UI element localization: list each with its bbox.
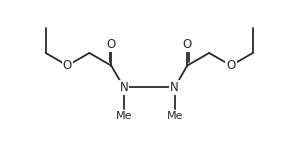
Text: O: O [106,38,116,51]
Text: O: O [226,59,236,72]
Text: Me: Me [167,111,183,121]
Text: O: O [183,38,192,51]
Text: N: N [119,81,128,94]
Text: N: N [170,81,179,94]
Text: O: O [63,59,72,72]
Text: Me: Me [116,111,132,121]
